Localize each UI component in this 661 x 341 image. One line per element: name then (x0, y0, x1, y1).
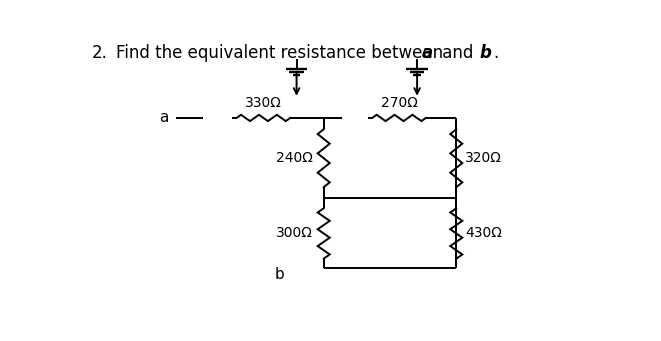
Text: 300Ω: 300Ω (276, 226, 313, 240)
Text: 2.: 2. (92, 44, 108, 62)
Text: Find the equivalent resistance between: Find the equivalent resistance between (116, 44, 448, 62)
Text: a: a (159, 110, 168, 125)
Text: 270Ω: 270Ω (381, 96, 418, 110)
Text: 330Ω: 330Ω (245, 96, 282, 110)
Text: a: a (421, 44, 432, 62)
Text: .: . (494, 44, 499, 62)
Text: 240Ω: 240Ω (276, 151, 313, 165)
Text: b: b (275, 267, 284, 282)
Text: b: b (479, 44, 491, 62)
Text: 320Ω: 320Ω (465, 151, 502, 165)
Text: 430Ω: 430Ω (465, 226, 502, 240)
Text: and: and (437, 44, 479, 62)
